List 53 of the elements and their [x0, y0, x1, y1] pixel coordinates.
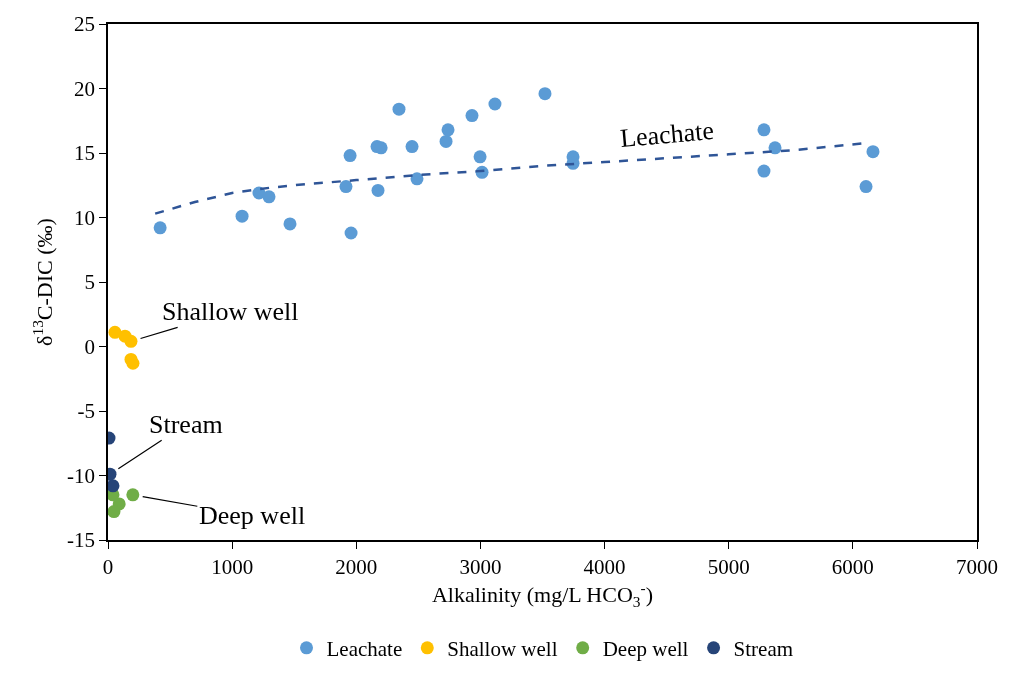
y-tick-label: 20	[74, 76, 96, 101]
annotation: Deep well	[199, 501, 306, 530]
point	[126, 356, 140, 370]
point	[108, 505, 121, 519]
point	[488, 97, 502, 111]
point	[235, 209, 249, 223]
y-tick-label: -10	[67, 463, 96, 488]
legend-label: Leachate	[326, 637, 403, 662]
point	[262, 190, 276, 204]
annotation: Stream	[149, 410, 223, 439]
legend-label: Stream	[733, 637, 794, 662]
x-tick-label: 6000	[831, 554, 874, 579]
point	[473, 150, 487, 164]
point	[153, 221, 167, 235]
point	[757, 164, 771, 178]
y-tick-label: -15	[67, 528, 96, 553]
y-tick-label: 0	[84, 334, 96, 359]
point	[339, 180, 353, 194]
point	[405, 140, 419, 154]
point	[126, 488, 140, 502]
x-axis-title: Alkalinity (mg/L HCO$_{3}$$^{-}$)	[431, 578, 654, 610]
point	[439, 134, 453, 148]
x-tick-label: 5000	[707, 554, 750, 579]
legend-label: Shallow well	[447, 637, 558, 662]
x-tick-label: 3000	[459, 554, 502, 579]
point	[392, 102, 406, 116]
point	[538, 87, 552, 101]
point	[465, 109, 479, 123]
x-tick-label: 1000	[211, 554, 254, 579]
point	[410, 172, 424, 186]
x-tick-label: 7000	[956, 554, 998, 579]
legend-label: Deep well	[602, 637, 689, 662]
point	[344, 226, 358, 240]
x-tick-label: 4000	[583, 554, 626, 579]
annotation: Leachate	[618, 115, 715, 154]
y-tick-label: 10	[74, 205, 96, 230]
point	[768, 141, 782, 155]
y-tick-label: 5	[84, 270, 96, 295]
point	[441, 123, 455, 137]
point	[343, 149, 357, 163]
y-tick-label: -5	[77, 399, 96, 424]
point	[124, 334, 138, 348]
y-tick-label: 15	[74, 141, 96, 166]
annotation: Shallow well	[162, 297, 299, 326]
y-tick-label: 25	[74, 12, 96, 37]
point	[757, 123, 771, 137]
point	[283, 217, 297, 231]
x-tick-label: 2000	[335, 554, 378, 579]
point	[859, 180, 873, 194]
x-tick-label: 0	[102, 554, 114, 579]
point	[866, 145, 880, 159]
point	[108, 325, 122, 339]
point	[371, 183, 385, 197]
